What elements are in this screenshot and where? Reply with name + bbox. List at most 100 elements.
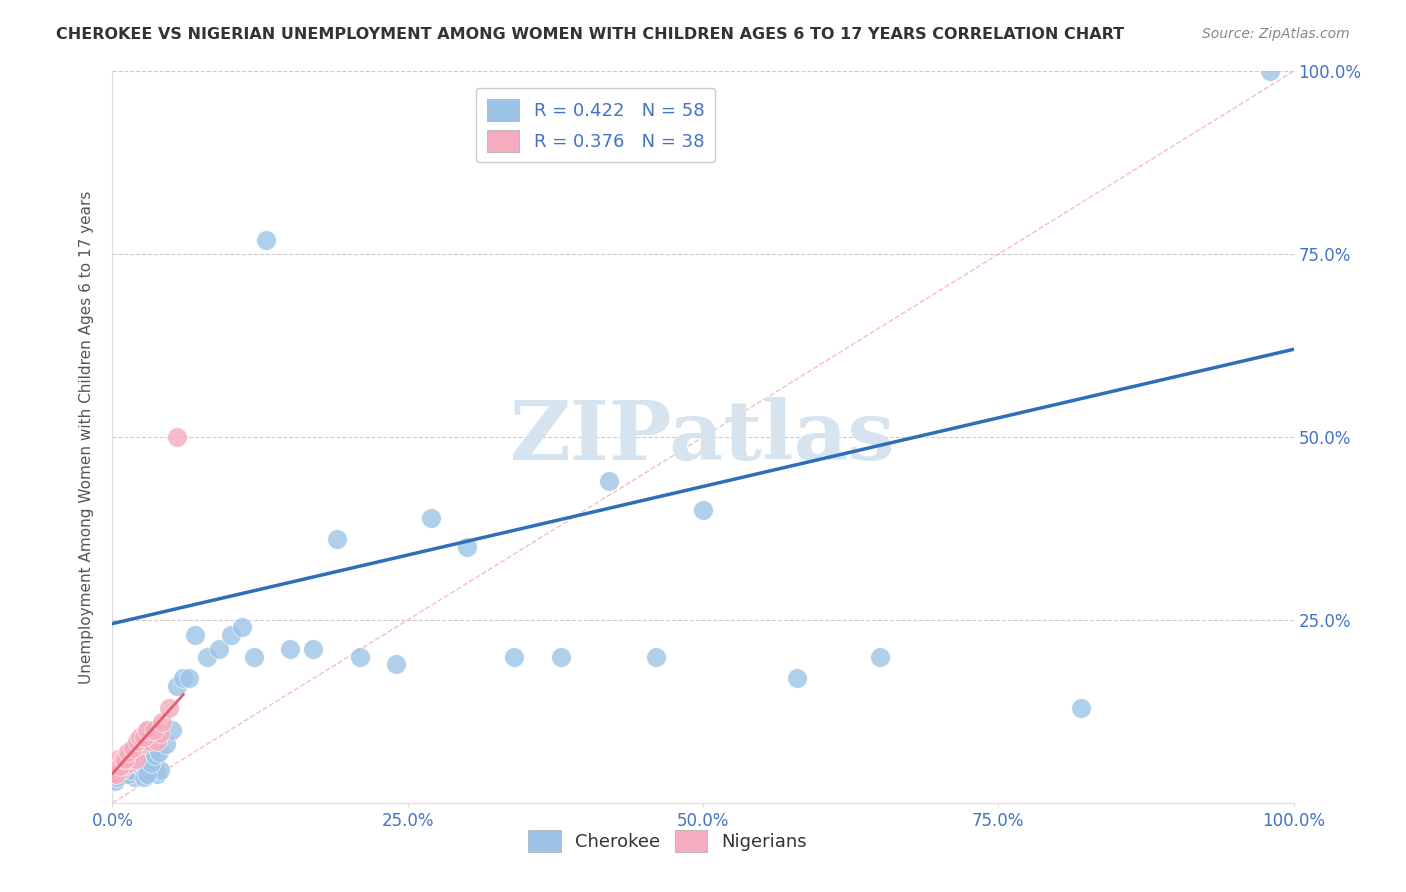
Point <box>132 730 155 744</box>
Point <box>166 679 188 693</box>
Point <box>219 627 242 641</box>
Point <box>139 752 162 766</box>
Point <box>550 649 572 664</box>
Point <box>107 759 129 773</box>
Point <box>117 745 139 759</box>
Point <box>302 642 325 657</box>
Point <box>117 766 139 780</box>
Point <box>143 726 166 740</box>
Point <box>114 752 136 766</box>
Point <box>124 745 146 759</box>
Point <box>456 540 478 554</box>
Point <box>598 474 620 488</box>
Point <box>150 715 173 730</box>
Point <box>112 752 135 766</box>
Point <box>135 726 157 740</box>
Point <box>105 759 128 773</box>
Point <box>146 766 169 780</box>
Point <box>160 723 183 737</box>
Point <box>127 752 149 766</box>
Point <box>142 723 165 737</box>
Point <box>112 752 135 766</box>
Point <box>134 770 156 784</box>
Point <box>326 533 349 547</box>
Point <box>254 233 277 247</box>
Point <box>120 752 142 766</box>
Point <box>385 657 408 671</box>
Point <box>128 730 150 744</box>
Point <box>157 700 180 714</box>
Point <box>184 627 207 641</box>
Point <box>129 733 152 747</box>
Point <box>135 766 157 780</box>
Y-axis label: Unemployment Among Women with Children Ages 6 to 17 years: Unemployment Among Women with Children A… <box>79 190 94 684</box>
Point <box>104 766 127 780</box>
Point <box>114 756 136 770</box>
Point <box>131 737 153 751</box>
Point <box>124 756 146 770</box>
Point <box>118 756 141 770</box>
Point <box>208 642 231 657</box>
Text: ZIPatlas: ZIPatlas <box>510 397 896 477</box>
Point <box>112 759 135 773</box>
Point <box>120 756 142 770</box>
Point <box>141 756 163 770</box>
Point <box>231 620 253 634</box>
Point <box>143 748 166 763</box>
Point <box>420 510 443 524</box>
Point <box>120 763 142 777</box>
Point <box>131 763 153 777</box>
Point <box>135 723 157 737</box>
Point <box>127 733 149 747</box>
Point <box>129 759 152 773</box>
Point <box>692 503 714 517</box>
Point <box>243 649 266 664</box>
Point <box>786 672 808 686</box>
Point <box>127 737 149 751</box>
Point <box>155 737 177 751</box>
Text: Source: ZipAtlas.com: Source: ZipAtlas.com <box>1202 27 1350 41</box>
Point <box>115 763 138 777</box>
Text: CHEROKEE VS NIGERIAN UNEMPLOYMENT AMONG WOMEN WITH CHILDREN AGES 6 TO 17 YEARS C: CHEROKEE VS NIGERIAN UNEMPLOYMENT AMONG … <box>56 27 1125 42</box>
Point <box>278 642 301 657</box>
Point <box>115 752 138 766</box>
Point <box>110 763 132 777</box>
Point <box>136 756 159 770</box>
Point <box>121 740 143 755</box>
Point <box>1070 700 1092 714</box>
Point <box>172 672 194 686</box>
Point <box>142 759 165 773</box>
Point <box>112 752 135 766</box>
Point <box>149 763 172 777</box>
Point <box>644 649 666 664</box>
Point <box>127 752 149 766</box>
Point <box>111 766 134 780</box>
Point <box>146 733 169 747</box>
Point <box>503 649 526 664</box>
Point <box>107 752 129 766</box>
Point <box>122 770 145 784</box>
Point <box>349 649 371 664</box>
Point <box>108 759 131 773</box>
Point <box>105 770 128 784</box>
Point <box>166 430 188 444</box>
Point <box>108 759 131 773</box>
Point <box>195 649 218 664</box>
Point <box>135 766 157 780</box>
Point <box>136 723 159 737</box>
Point <box>111 756 134 770</box>
Point <box>125 759 148 773</box>
Point <box>148 745 170 759</box>
Point <box>105 766 128 780</box>
Point <box>869 649 891 664</box>
Point <box>104 773 127 788</box>
Legend: Cherokee, Nigerians: Cherokee, Nigerians <box>520 823 814 860</box>
Point <box>149 726 172 740</box>
Point <box>120 745 142 759</box>
Point <box>179 672 201 686</box>
Point <box>122 748 145 763</box>
Point <box>125 752 148 766</box>
Point <box>139 733 162 747</box>
Point <box>142 730 165 744</box>
Point <box>1258 64 1281 78</box>
